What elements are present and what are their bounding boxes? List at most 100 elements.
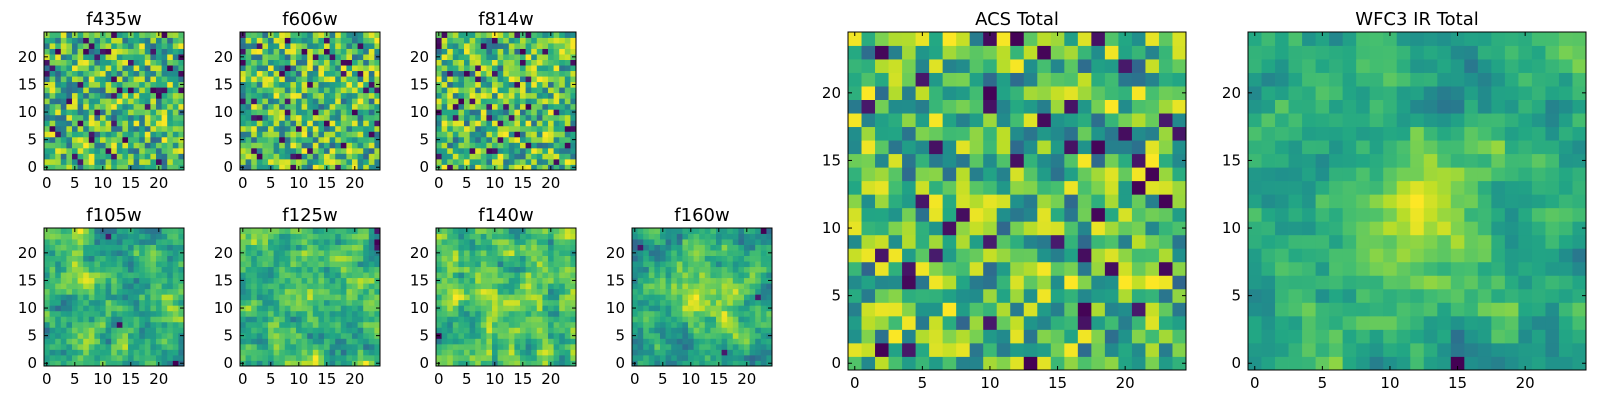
heatmap-cell (441, 147, 448, 154)
heatmap-cell (178, 244, 185, 251)
heatmap-cell (55, 321, 62, 328)
heatmap-cell (983, 261, 998, 276)
heatmap-cell (654, 233, 661, 240)
heatmap-cell (256, 250, 263, 256)
heatmap-cell (514, 228, 521, 234)
heatmap-cell (167, 32, 174, 38)
heatmap-cell (133, 233, 140, 240)
heatmap-cell (340, 332, 347, 339)
heatmap-cell (508, 54, 515, 60)
heatmap-cell (167, 142, 174, 149)
heatmap-cell (929, 302, 944, 317)
heatmap-cell (60, 294, 67, 301)
heatmap-cell (536, 272, 543, 279)
heatmap-cell (503, 266, 510, 273)
heatmap-cell (324, 239, 330, 245)
heatmap-cell (643, 354, 650, 361)
heatmap-cell (346, 360, 353, 367)
heatmap-cell (536, 321, 543, 328)
heatmap-cell (464, 109, 470, 116)
heatmap-cell (1050, 221, 1065, 236)
y-tick-label: 0 (223, 354, 233, 372)
heatmap-cell (105, 239, 112, 245)
heatmap-cell (72, 288, 78, 295)
heatmap-cell (441, 244, 448, 251)
heatmap-cell (357, 228, 364, 234)
heatmap-cell (637, 277, 644, 284)
heatmap-cell (77, 228, 84, 234)
heatmap-cell (637, 321, 644, 328)
heatmap-cell (111, 277, 118, 284)
heatmap-cell (553, 233, 560, 240)
heatmap-cell (273, 360, 280, 367)
heatmap-cell (105, 158, 112, 165)
heatmap-cell (100, 98, 106, 105)
heatmap-cell (49, 354, 56, 361)
heatmap-cell (279, 354, 286, 361)
heatmap-cell (374, 142, 381, 149)
heatmap-cell (632, 261, 638, 268)
heatmap-cell (447, 54, 454, 60)
heatmap-cell (688, 305, 694, 312)
heatmap-cell (312, 114, 319, 121)
heatmap-cell (307, 59, 314, 66)
heatmap-cell (660, 305, 666, 312)
heatmap-cell (542, 76, 549, 83)
heatmap-cell (525, 255, 532, 262)
heatmap-cell (357, 125, 364, 132)
heatmap-cell (156, 250, 162, 256)
heatmap-cell (128, 76, 134, 83)
heatmap-cell (340, 233, 347, 240)
heatmap-cell (156, 354, 162, 361)
heatmap-cell (318, 266, 325, 273)
heatmap-cell (570, 92, 577, 99)
heatmap-cell (363, 349, 370, 356)
heatmap-cell (144, 327, 151, 334)
heatmap-cell (116, 147, 123, 154)
heatmap-cell (66, 321, 73, 328)
heatmap-cell (749, 283, 756, 290)
heatmap-cell (1023, 248, 1038, 263)
heatmap-cell (542, 65, 549, 72)
heatmap-cell (116, 120, 123, 127)
heatmap-cell (654, 288, 661, 295)
heatmap-cell (732, 266, 739, 273)
heatmap-cell (363, 70, 370, 77)
heatmap-cell (262, 349, 269, 356)
heatmap-cell (88, 120, 95, 127)
heatmap-cell (156, 294, 162, 301)
heatmap-cell (251, 98, 258, 105)
y-tick-label: 0 (419, 354, 429, 372)
heatmap-cell (441, 158, 448, 165)
heatmap-cell (475, 92, 482, 99)
heatmap-cell (55, 239, 62, 245)
heatmap-cell (122, 310, 129, 317)
heatmap-cell (452, 81, 459, 88)
heatmap-cell (671, 332, 678, 339)
heatmap-cell (363, 59, 370, 66)
heatmap-cell (760, 310, 767, 317)
heatmap-cell (564, 360, 571, 367)
heatmap-cell (699, 321, 706, 328)
heatmap-cell (727, 338, 734, 345)
heatmap-cell (178, 131, 185, 138)
heatmap-cell (296, 98, 302, 105)
heatmap-cell (105, 65, 112, 72)
y-tick-label: 0 (27, 354, 37, 372)
heatmap-cell (161, 48, 168, 55)
heatmap-cell (128, 310, 134, 317)
heatmap-cell (508, 65, 515, 72)
heatmap-cell (335, 87, 342, 94)
heatmap-cell (161, 299, 168, 306)
heatmap-cell (564, 272, 571, 279)
heatmap-cell (447, 299, 454, 306)
heatmap-cell (94, 321, 101, 328)
heatmap-cell (525, 87, 532, 94)
heatmap-cell (128, 37, 134, 44)
heatmap-cell (441, 54, 448, 60)
heatmap-cell (548, 136, 554, 143)
heatmap-cell (721, 354, 728, 361)
heatmap-cell (83, 360, 90, 367)
